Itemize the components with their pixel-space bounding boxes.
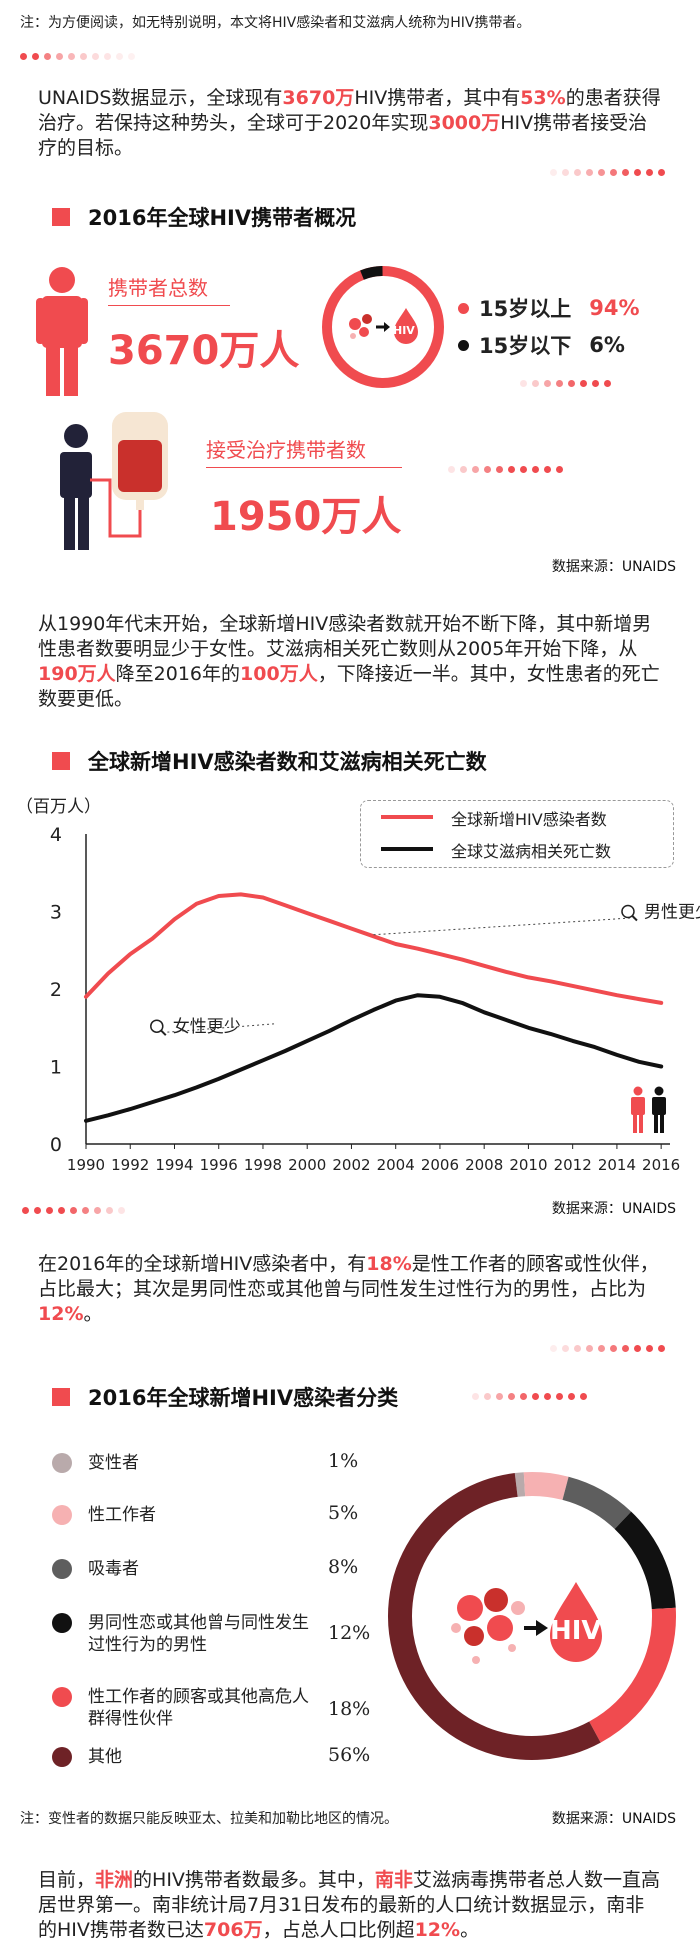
divider-dots <box>472 1392 587 1400</box>
patient-iv-icon <box>60 412 168 550</box>
red-dot-icon <box>458 302 469 314</box>
divider-dots <box>22 1206 125 1214</box>
category-swatch <box>52 1613 72 1633</box>
intro-paragraph: UNAIDS数据显示，全球现有3670万HIV携带者，其中有53%的患者获得治疗… <box>38 87 661 159</box>
annotation-leader <box>373 917 639 936</box>
y-tick-label: 0 <box>50 1134 62 1156</box>
magnifier-handle <box>160 1029 167 1036</box>
category-swatch <box>52 1505 72 1525</box>
category-pct: 18% <box>328 1698 371 1720</box>
legend-new-infections: 全球新增HIV感染者数 <box>451 810 607 829</box>
total-label: 携带者总数 <box>108 272 230 306</box>
magnifier-icon <box>621 904 635 919</box>
legend-line-new <box>381 815 433 819</box>
divider-dots <box>550 168 665 176</box>
category-pct: 12% <box>328 1622 371 1644</box>
x-tick-label: 1992 <box>111 1156 149 1174</box>
x-tick-label: 2008 <box>465 1156 503 1174</box>
divider-dots <box>448 465 563 473</box>
category-pct: 56% <box>328 1744 371 1766</box>
age-donut <box>322 266 444 388</box>
person-icon <box>36 267 88 396</box>
donut-hiv-label: HIV <box>393 324 415 337</box>
magnifier-icon <box>150 1019 164 1033</box>
paragraph-2: 从1990年代末开始，全球新增HIV感染者数就开始不断下降，其中新增男性患者数要… <box>38 613 660 710</box>
category-pct: 5% <box>328 1502 359 1524</box>
x-tick-label: 2006 <box>421 1156 459 1174</box>
black-dot-icon <box>458 339 469 351</box>
treated-label: 接受治疗携带者数 <box>206 434 402 468</box>
series-line-new-infections <box>84 892 664 1005</box>
category-swatch <box>52 1747 72 1767</box>
annotation-female: 女性更少 <box>173 1017 241 1037</box>
ring-slice <box>514 1472 526 1497</box>
section2-title: 全球新增HIV感染者数和艾滋病相关死亡数 <box>52 746 487 776</box>
legend-line-deaths <box>381 847 433 851</box>
divider-dots <box>550 1344 665 1352</box>
divider-dots <box>20 52 135 60</box>
gender-people-icon <box>631 1086 666 1133</box>
source-3: 数据来源：UNAIDS <box>551 1811 676 1827</box>
annotation-male: 男性更少 <box>644 903 700 923</box>
chart-legend: 全球新增HIV感染者数 全球艾滋病相关死亡数 <box>360 800 674 868</box>
y-tick-label: 1 <box>50 1057 62 1079</box>
category-row: 男同性恋或其他曾与同性发生过性行为的男性 <box>52 1612 312 1656</box>
top-note: 注：为方便阅读，如无特别说明，本文将HIV感染者和艾滋病人统称为HIV携带者。 <box>20 15 531 31</box>
total-value: 3670万人 <box>108 328 300 374</box>
magnifier-handle <box>631 914 638 922</box>
x-tick-label: 2010 <box>509 1156 547 1174</box>
ring-hiv-label: HIV <box>550 1616 602 1646</box>
category-row: 其他 <box>52 1746 122 1768</box>
y-tick-label: 4 <box>50 824 62 846</box>
category-row: 性工作者 <box>52 1504 156 1526</box>
category-swatch <box>52 1559 72 1579</box>
x-tick-label: 2016 <box>642 1156 680 1174</box>
x-tick-label: 1998 <box>244 1156 282 1174</box>
divider-dots <box>520 379 611 387</box>
paragraph-3: 在2016年的全球新增HIV感染者中，有18%是性工作者的顾客或性伙伴，占比最大… <box>38 1253 659 1325</box>
chart-ylabel: （百万人） <box>16 797 101 817</box>
y-tick-label: 2 <box>50 979 62 1001</box>
x-tick-label: 2000 <box>288 1156 326 1174</box>
ring-slice <box>523 1472 569 1501</box>
section1-title: 2016年全球HIV携带者概况 <box>52 202 356 232</box>
category-pct: 8% <box>328 1556 359 1578</box>
ring-slice <box>562 1476 632 1530</box>
ring-slice <box>388 1473 601 1760</box>
x-tick-label: 2014 <box>598 1156 636 1174</box>
ring-slice <box>614 1511 676 1610</box>
category-row: 吸毒者 <box>52 1558 139 1580</box>
age-under-row: 15岁以下 6% <box>458 330 625 360</box>
x-tick-label: 2012 <box>554 1156 592 1174</box>
category-pct: 1% <box>328 1450 359 1472</box>
ring-slice <box>588 1607 676 1743</box>
line-chart: 0 1 2 3 4 1990 1992 1994 1996 1998 2000 2002 2004 200… <box>50 824 700 1174</box>
category-swatch <box>52 1687 72 1707</box>
series-line-deaths <box>84 993 664 1123</box>
x-tick-label: 2004 <box>377 1156 415 1174</box>
category-ring-chart <box>388 1472 676 1760</box>
age-over-row: 15岁以上 94% <box>458 293 640 323</box>
category-swatch <box>52 1453 72 1473</box>
blood-cells-icon <box>451 1582 602 1664</box>
category-row: 变性者 <box>52 1452 139 1474</box>
paragraph-4: 目前，非洲的HIV携带者数最多。其中，南非艾滋病毒携带者总人数一直高居世界第一。… <box>38 1869 660 1941</box>
section3-note: 注：变性者的数据只能反映亚太、拉美和加勒比地区的情况。 <box>20 1811 398 1827</box>
y-tick-label: 3 <box>50 902 62 924</box>
x-tick-label: 1996 <box>200 1156 238 1174</box>
section3-title: 2016年全球新增HIV感染者分类 <box>52 1382 398 1412</box>
x-tick-label: 2002 <box>332 1156 370 1174</box>
source-2: 数据来源：UNAIDS <box>551 1201 676 1217</box>
treated-value: 1950万人 <box>210 494 402 540</box>
source-1: 数据来源：UNAIDS <box>551 559 676 575</box>
legend-deaths: 全球艾滋病相关死亡数 <box>451 842 612 861</box>
x-tick-label: 1990 <box>67 1156 105 1174</box>
category-row: 性工作者的顾客或其他高危人群得性伙伴 <box>52 1686 312 1730</box>
x-tick-label: 1994 <box>155 1156 193 1174</box>
